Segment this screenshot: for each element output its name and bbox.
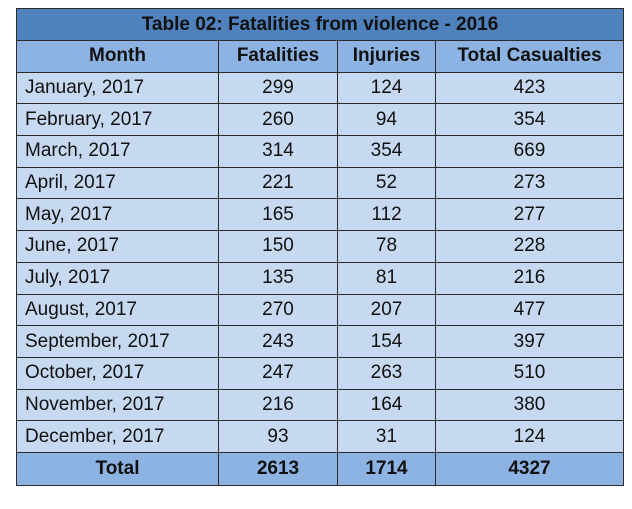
number-cell: 150 [218, 230, 338, 263]
number-cell: 243 [218, 325, 338, 358]
number-cell: 52 [337, 166, 436, 200]
column-header: Month [16, 40, 219, 73]
number-cell: 154 [337, 325, 436, 358]
number-cell: 354 [337, 135, 436, 168]
table-row: January, 2017 299 124 423 [16, 71, 625, 105]
table-body: January, 2017 299 124 423 February, 2017 260 9… [16, 71, 625, 453]
number-cell: 277 [434, 198, 625, 232]
month-cell: August, 2017 [16, 293, 219, 327]
number-cell: 94 [337, 103, 436, 137]
month-cell: November, 2017 [16, 388, 219, 422]
total-cell: 4327 [434, 451, 625, 486]
table-row: August, 2017 270 207 477 [16, 293, 625, 327]
month-cell: September, 2017 [16, 325, 219, 358]
month-cell: October, 2017 [16, 356, 219, 390]
header-row: Month Fatalities Injuries Total Casualties [16, 40, 625, 73]
number-cell: 263 [337, 356, 436, 390]
number-cell: 380 [434, 388, 625, 422]
total-row: Total 2613 1714 4327 [16, 451, 625, 486]
total-cell: 1714 [337, 451, 436, 486]
column-header: Injuries [337, 40, 436, 73]
number-cell: 31 [337, 420, 436, 453]
number-cell: 216 [218, 388, 338, 422]
table-row: November, 2017 216 164 380 [16, 388, 625, 422]
month-cell: January, 2017 [16, 71, 219, 105]
table-row: October, 2017 247 263 510 [16, 356, 625, 390]
table-row: March, 2017 314 354 669 [16, 135, 625, 168]
number-cell: 423 [434, 71, 625, 105]
number-cell: 270 [218, 293, 338, 327]
month-cell: February, 2017 [16, 103, 219, 137]
column-header: Total Casualties [434, 40, 625, 73]
number-cell: 112 [337, 198, 436, 232]
number-cell: 81 [337, 261, 436, 295]
table-row: September, 2017 243 154 397 [16, 325, 625, 358]
number-cell: 78 [337, 230, 436, 263]
number-cell: 164 [337, 388, 436, 422]
table-row: April, 2017 221 52 273 [16, 166, 625, 200]
month-cell: December, 2017 [16, 420, 219, 453]
number-cell: 207 [337, 293, 436, 327]
table-row: February, 2017 260 94 354 [16, 103, 625, 137]
month-cell: April, 2017 [16, 166, 219, 200]
number-cell: 314 [218, 135, 338, 168]
number-cell: 124 [337, 71, 436, 105]
number-cell: 247 [218, 356, 338, 390]
number-cell: 93 [218, 420, 338, 453]
month-cell: July, 2017 [16, 261, 219, 295]
number-cell: 354 [434, 103, 625, 137]
table-row: May, 2017 165 112 277 [16, 198, 625, 232]
number-cell: 135 [218, 261, 338, 295]
table-title: Table 02: Fatalities from violence - 201… [15, 8, 625, 41]
number-cell: 260 [218, 103, 338, 137]
number-cell: 216 [434, 261, 625, 295]
table-row: July, 2017 135 81 216 [16, 261, 625, 295]
table-row: December, 2017 93 31 124 [16, 420, 625, 453]
number-cell: 165 [218, 198, 338, 232]
total-cell: Total [16, 451, 219, 486]
number-cell: 124 [434, 420, 625, 453]
month-cell: May, 2017 [16, 198, 219, 232]
month-cell: June, 2017 [16, 230, 219, 263]
number-cell: 299 [218, 71, 338, 105]
number-cell: 510 [434, 356, 625, 390]
number-cell: 669 [434, 135, 625, 168]
number-cell: 273 [434, 166, 625, 200]
column-header: Fatalities [218, 40, 338, 73]
number-cell: 221 [218, 166, 338, 200]
casualties-table: Table 02: Fatalities from violence - 201… [15, 8, 625, 486]
title-row: Table 02: Fatalities from violence - 201… [15, 8, 625, 41]
month-cell: March, 2017 [16, 135, 219, 168]
table-row: June, 2017 150 78 228 [16, 230, 625, 263]
number-cell: 228 [434, 230, 625, 263]
total-cell: 2613 [218, 451, 338, 486]
number-cell: 397 [434, 325, 625, 358]
number-cell: 477 [434, 293, 625, 327]
